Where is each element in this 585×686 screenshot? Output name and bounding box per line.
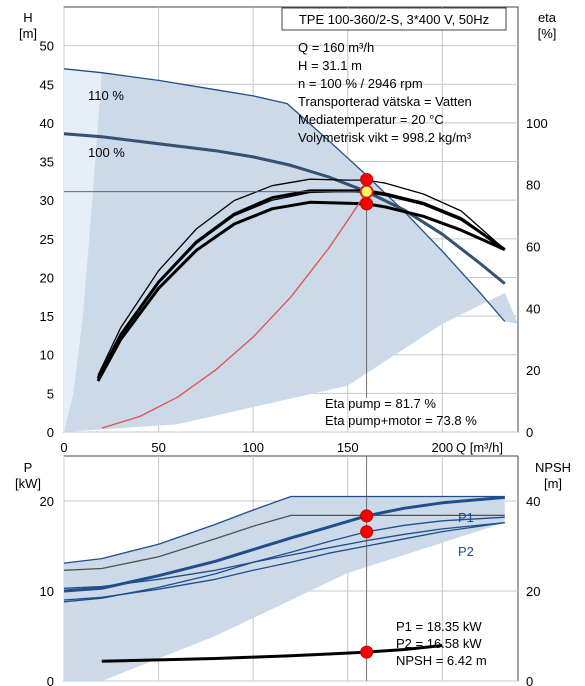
y-tick-label: 40 [40,116,54,131]
info-line: Mediatemperatur = 20 °C [298,112,444,127]
y-tick-label: 35 [40,155,54,170]
top-curves [63,68,506,429]
series-line [63,521,505,589]
bottom-markers [360,509,374,659]
curve-label-100: 100 % [88,145,125,160]
y2-tick-label: 0 [526,425,533,440]
eta-pump-motor-annotation: Eta pump+motor = 73.8 % [325,413,477,428]
efficiency-marker [360,172,374,186]
x-tick-label: 50 [151,440,165,455]
curve-label-110: 110 % [88,88,124,103]
x-tick-label: 150 [337,440,359,455]
eta-pump-annotation: Eta pump = 81.7 % [325,396,436,411]
y-axis-unit-p: [kW] [15,476,41,491]
info-line: Volymetrisk vikt = 998.2 kg/m³ [298,130,472,145]
efficiency-marker [360,197,374,211]
p2-annotation: P2 = 16.58 kW [396,636,482,651]
bottom-tick-labels: 0 10 20 0 20 40 [40,494,541,686]
y2-tick-label: 40 [526,494,540,509]
top-markers [359,172,374,211]
info-line: n = 100 % / 2946 rpm [298,76,423,91]
y-tick-label: 30 [40,193,54,208]
y2-axis-unit-eta: [%] [538,26,557,41]
info-line: Transporterad vätska = Vatten [298,94,472,109]
series-line [63,516,505,603]
y-tick-label: 45 [40,77,54,92]
top-tick-labels: 0 50 100 150 200 0 5 10 15 20 25 30 35 40 45 50 0 20 40 60 8… [40,39,548,455]
info-block: Q = 160 m³/h H = 31.1 m n = 100 % / 2946… [298,40,472,145]
duty-point-marker [359,184,374,199]
y-tick-label: 0 [47,425,54,440]
y-tick-label: 10 [40,348,54,363]
y-tick-label: 10 [40,584,54,599]
series-line [101,191,368,429]
y-tick-label: 20 [40,270,54,285]
x-tick-label: 100 [242,440,264,455]
y2-tick-label: 20 [526,363,540,378]
info-line: H = 31.1 m [298,58,362,73]
x-tick-label: 200 [431,440,453,455]
series-line [96,200,506,382]
y2-tick-label: 20 [526,584,540,599]
x-tick-label: 0 [60,440,67,455]
y-tick-label: 0 [47,674,54,686]
y2-axis-label-eta: eta [538,10,557,25]
p1-annotation: P1 = 18.35 kW [396,619,482,634]
series-line [63,495,505,564]
series-line [63,68,506,322]
y2-axis-unit-npsh: [m] [544,476,562,491]
power-marker [360,509,374,523]
y-tick-label: 15 [40,309,54,324]
series-line [96,189,506,380]
series-line [63,514,505,571]
y-axis-label-p: P [24,460,33,475]
y2-tick-label: 0 [526,674,533,686]
y-tick-label: 25 [40,232,54,247]
bottom-curves [63,456,505,681]
power-range-band [64,496,505,681]
power-marker [360,525,374,539]
info-line: Q = 160 m³/h [298,40,374,55]
title-box [281,7,507,31]
series-line [101,644,443,663]
y2-tick-label: 100 [526,116,548,131]
y2-axis-label-npsh: NPSH [535,460,571,475]
npsh-annotation: NPSH = 6.42 m [396,653,487,668]
series-label-p2: P2 [458,544,474,559]
series-label-p1: P1 [458,510,474,525]
y2-tick-label: 80 [526,178,540,193]
series-line [63,495,505,593]
x-axis-label-q: Q [m³/h] [456,440,503,455]
y-axis-unit-h: [m] [19,26,37,41]
power-npsh-chart: 0 10 20 0 20 40 P [kW] NPSH [m] P1 P2 P1 = 18… [15,455,571,686]
series-line [97,178,506,376]
y2-tick-label: 40 [526,301,540,316]
series-line [63,521,505,601]
power-marker [360,645,374,659]
y-tick-label: 5 [47,386,54,401]
operating-range-band [64,68,518,433]
y-tick-label: 20 [40,494,54,509]
y2-tick-label: 60 [526,240,540,255]
head-efficiency-chart: 0 50 100 150 200 0 5 10 15 20 25 30 35 40 45 50 0 20 40 60 8… [19,6,557,455]
y-tick-label: 50 [40,39,54,54]
chart-title: TPE 100-360/2-S, 3*400 V, 50Hz [299,12,489,27]
y-axis-label-h: H [23,10,32,25]
operating-range-light-band [64,68,102,433]
series-line [63,133,506,285]
